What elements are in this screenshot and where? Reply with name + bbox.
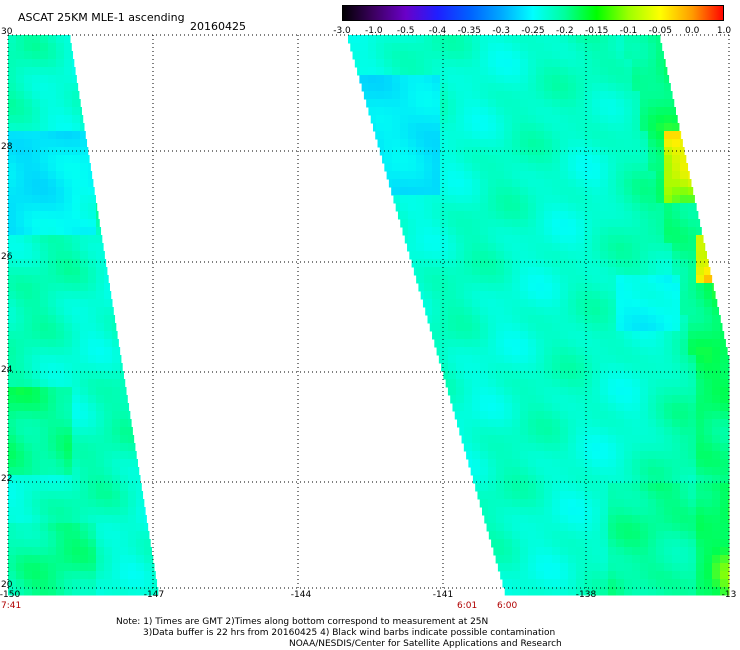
note-line-1: Note: 1) Times are GMT 2)Times along bot… — [116, 617, 489, 627]
color-scale-tick-label: -0.5 — [396, 26, 415, 36]
lat-label-30: 30 — [1, 27, 13, 37]
lat-label-20: 20 — [1, 580, 13, 590]
color-scale-tick-label: 1.0 — [716, 26, 732, 36]
lon-label-147: -147 — [143, 590, 165, 600]
color-scale-tick-label: -0.2 — [556, 26, 574, 36]
color-scale-tick-label: -0.15 — [585, 26, 609, 36]
product-title: ASCAT 25KM MLE-1 ascending — [18, 11, 185, 24]
lat-label-24: 24 — [1, 365, 13, 375]
color-scale-bar — [342, 5, 724, 21]
lat-label-26: 26 — [1, 252, 13, 262]
lon-label-138: -138 — [575, 590, 597, 600]
color-scale-tick-label: -1.0 — [365, 26, 383, 36]
lon-label-141: -141 — [432, 590, 454, 600]
color-scale-tick-label: -0.05 — [648, 26, 672, 36]
color-scale-gradient — [342, 5, 724, 21]
lon-label-144: -144 — [290, 590, 312, 600]
lon-label-135: -13 — [721, 590, 737, 600]
color-scale-tick-label: -0.1 — [619, 26, 638, 36]
color-scale-tick-label: -0.4 — [428, 26, 447, 36]
time-label-mid: 6:01 — [457, 601, 478, 611]
lon-label-150: -150 — [0, 590, 21, 600]
color-scale-tick-label: -0.3 — [492, 26, 510, 36]
note-line-3: NOAA/NESDIS/Center for Satellite Applica… — [289, 639, 562, 649]
wind-swath-cells — [8, 35, 730, 596]
lat-label-22: 22 — [1, 474, 13, 484]
color-scale-tick-label: -0.35 — [457, 26, 481, 36]
lat-lon-grid — [7, 34, 730, 589]
time-label-right: 6:00 — [497, 601, 518, 611]
note-line-2: 3)Data buffer is 22 hrs from 20160425 4)… — [143, 628, 556, 638]
product-date: 20160425 — [190, 20, 246, 33]
lat-label-28: 28 — [1, 142, 13, 152]
color-scale-tick-label: -3.0 — [333, 26, 351, 36]
time-label-left: 7:41 — [1, 601, 22, 611]
color-scale-tick-label: 0.0 — [684, 26, 700, 36]
color-scale-tick-label: -0.25 — [521, 26, 545, 36]
